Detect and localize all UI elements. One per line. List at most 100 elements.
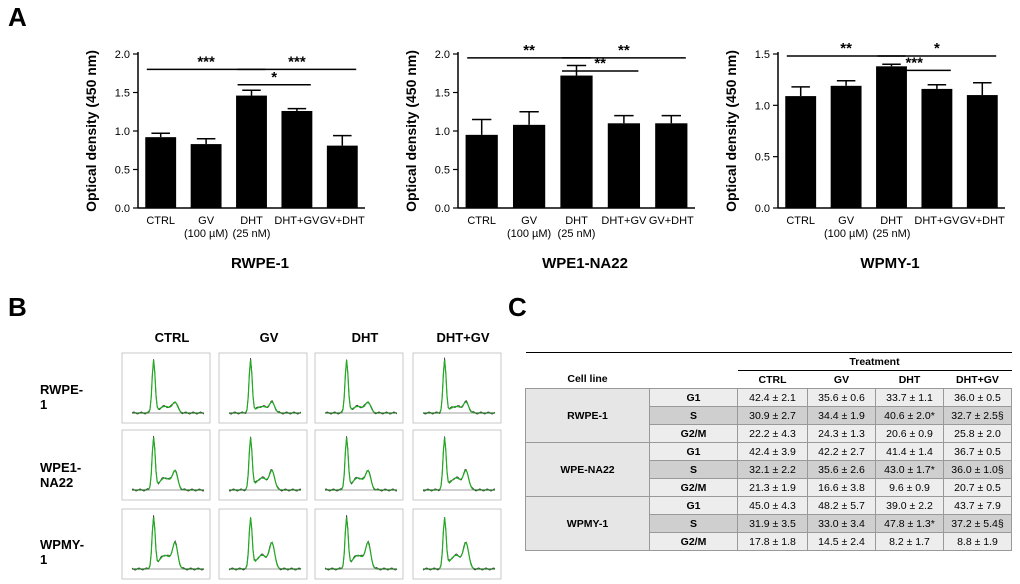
table-row: WPMY-1 G1 45.0 ± 4.3 48.2 ± 5.7 39.0 ± 2.2 43… — [525, 496, 1012, 551]
chart-title-rwpe1: RWPE-1 — [230, 255, 290, 272]
x-tick-label: DHT — [240, 215, 263, 227]
bar — [326, 145, 358, 208]
flow-column-dht-gv: DHT+GV — [436, 330, 490, 345]
flow-histogram — [121, 429, 211, 501]
table-cell: 45.0 ± 4.3 — [737, 496, 808, 515]
y-tick-label: 1.5 — [115, 88, 130, 100]
flow-histogram — [314, 508, 404, 580]
bar-chart-wpe1-na22: Optical density (450 nm) 0.0 0.5 1.0 1.5 2.0 C… — [400, 40, 700, 280]
flow-histogram — [314, 352, 404, 424]
y-tick-label: 2.0 — [115, 49, 130, 61]
bar — [281, 110, 313, 208]
cell-cycle-table: Treatment Cell line CTRL GV DHT DHT+GV R… — [525, 352, 1012, 551]
table-cell: 32.7 ± 2.5§ — [943, 406, 1012, 425]
y-axis-label: Optical density (450 nm) — [83, 50, 99, 212]
x-tick-label: DHT — [565, 215, 588, 227]
significance-label: ** — [840, 40, 852, 57]
table-cell: 42.2 ± 2.7 — [807, 442, 876, 461]
flow-column-gv: GV — [259, 330, 279, 345]
chart-title-wpmy1: WPMY-1 — [860, 255, 920, 272]
flow-histogram — [218, 508, 308, 580]
phase-label: G2/M — [649, 478, 738, 497]
y-tick-label: 1.0 — [435, 126, 450, 138]
table-cell: 42.4 ± 3.9 — [737, 442, 808, 461]
x-tick-label: GV — [838, 215, 855, 227]
table-cell: 35.6 ± 2.6 — [807, 460, 876, 479]
histogram-frame — [218, 429, 308, 501]
histogram-frame — [121, 429, 211, 501]
x-tick-label: GV+DHT — [320, 215, 365, 227]
treatment-col-gv: GV — [833, 373, 850, 386]
bar — [236, 95, 267, 208]
panel-label-c: C — [508, 292, 527, 322]
bar — [190, 144, 222, 208]
significance-label: ** — [618, 42, 630, 59]
significance-label: *** — [197, 53, 215, 70]
treatment-header: Treatment — [737, 352, 1012, 371]
x-tick-label: DHT — [880, 215, 903, 227]
y-tick-label: 1.5 — [435, 88, 450, 100]
table-cell: 43.0 ± 1.7* — [875, 460, 944, 479]
table-cell: 16.6 ± 3.8 — [807, 478, 876, 497]
table-cell: 9.6 ± 0.9 — [875, 478, 944, 497]
histogram-frame — [412, 508, 502, 580]
y-tick-label: 0.5 — [115, 165, 130, 177]
x-tick-label: CTRL — [786, 215, 815, 227]
table-cell: 33.7 ± 1.1 — [875, 388, 944, 407]
phase-label: G2/M — [649, 424, 738, 443]
histogram-frame — [314, 508, 404, 580]
flow-histogram — [121, 352, 211, 424]
table-cell: 22.2 ± 4.3 — [737, 424, 808, 443]
bar — [607, 123, 641, 208]
table-row: G2/M 22.2 ± 4.3 24.3 ± 1.3 20.6 ± 0.9 25.8 ±… — [526, 424, 1012, 443]
table-cell: 21.3 ± 1.9 — [737, 478, 808, 497]
table-cell: 43.7 ± 7.9 — [943, 496, 1012, 515]
bar-chart-wpmy1: Optical density (450 nm) 0.0 0.5 1.0 1.5 CTRL… — [720, 40, 1010, 280]
y-tick-label: 0.5 — [435, 165, 450, 177]
bar — [145, 137, 177, 208]
table-cell: 30.9 ± 2.7 — [737, 406, 808, 425]
table-cell: 31.9 ± 3.5 — [737, 514, 808, 533]
histogram-frame — [412, 429, 502, 501]
table-cell: 41.4 ± 1.4 — [875, 442, 944, 461]
flow-histogram — [218, 352, 308, 424]
table-cell: 42.4 ± 2.1 — [737, 388, 808, 407]
significance-label: *** — [905, 54, 923, 71]
cell-line-name: RWPE-1 — [525, 388, 650, 443]
table-cell: 17.8 ± 1.8 — [737, 532, 808, 551]
x-tick-label: (25 nM) — [233, 228, 271, 240]
significance-label: * — [271, 69, 277, 86]
flow-column-dht: DHT — [351, 330, 379, 345]
histogram-frame — [314, 429, 404, 501]
x-tick-label: GV — [521, 215, 538, 227]
flow-histogram — [412, 508, 502, 580]
cell-line-name: WPMY-1 — [525, 496, 650, 551]
table-cell: 40.6 ± 2.0* — [875, 406, 944, 425]
phase-label: G2/M — [649, 532, 738, 551]
flow-column-ctrl: CTRL — [154, 330, 190, 345]
table-cell: 8.2 ± 1.7 — [875, 532, 944, 551]
flow-histogram — [121, 508, 211, 580]
phase-label: S — [649, 514, 738, 533]
bar — [465, 134, 498, 208]
x-tick-label: CTRL — [146, 215, 175, 227]
table-cell: 24.3 ± 1.3 — [807, 424, 876, 443]
table-cell: 33.0 ± 3.4 — [807, 514, 876, 533]
table-row: WPE-NA22 G1 42.4 ± 3.9 42.2 ± 2.7 41.4 ± 1.4… — [525, 442, 1012, 497]
cell-line-header: Cell line — [567, 373, 608, 386]
histogram-trace — [324, 515, 398, 571]
table-cell: 47.8 ± 1.3* — [875, 514, 944, 533]
flow-row-wpmy1: WPMY-1 — [40, 537, 85, 567]
table-cell: 37.2 ± 5.4§ — [943, 514, 1012, 533]
table-cell: 32.1 ± 2.2 — [737, 460, 808, 479]
y-tick-label: 0.0 — [435, 203, 450, 215]
table-cell: 14.5 ± 2.4 — [807, 532, 876, 551]
phase-label: S — [649, 460, 738, 479]
panel-label-b: B — [8, 292, 27, 322]
table-row: S 32.1 ± 2.2 35.6 ± 2.6 43.0 ± 1.7* 36.0 ± 1… — [526, 460, 1012, 479]
table-cell: 36.0 ± 0.5 — [943, 388, 1012, 407]
significance-label: * — [934, 40, 940, 57]
bar — [512, 124, 546, 208]
table-cell: 48.2 ± 5.7 — [807, 496, 876, 515]
y-tick-label: 1.0 — [115, 126, 130, 138]
